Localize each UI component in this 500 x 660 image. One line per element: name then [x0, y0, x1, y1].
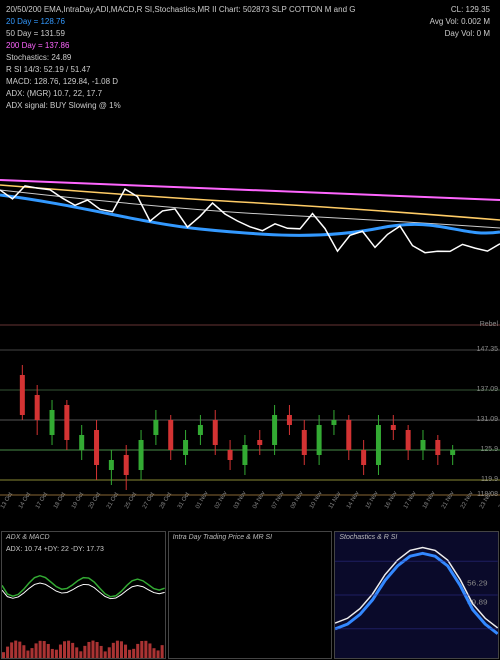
adx-panel-title: ADX & MACD	[6, 534, 50, 541]
intraday-panel-title: Intra Day Trading Price & MR SI	[173, 534, 272, 541]
stochastics-panel: Stochastics & R SI 56.2949.89	[334, 531, 499, 659]
svg-text:56.29: 56.29	[468, 578, 489, 587]
stochastics-line: Stochastics: 24.89	[6, 52, 494, 64]
avg-vol: Avg Vol: 0.002 M	[430, 16, 490, 28]
chart-header: 20/50/200 EMA,IntraDay,ADI,MACD,R SI,Sto…	[0, 0, 500, 110]
price-level-label: 125.9	[480, 446, 498, 453]
header-title: 20/50/200 EMA,IntraDay,ADI,MACD,R SI,Sto…	[6, 4, 494, 16]
adx-line: ADX: (MGR) 10.7, 22, 17.7	[6, 88, 494, 100]
ema50-line: 50 Day = 131.59	[6, 28, 494, 40]
close-price: CL: 129.35	[430, 4, 490, 16]
ema200-line: 200 Day = 137.86	[6, 40, 494, 52]
x-axis: 13 Oct14 Oct17 Oct18 Oct19 Oct20 Oct21 O…	[0, 507, 500, 519]
stoch-panel-title: Stochastics & R SI	[339, 534, 397, 541]
price-level-label: Rebel	[480, 321, 498, 328]
header-right: CL: 129.35 Avg Vol: 0.002 M Day Vol: 0 M	[430, 4, 490, 40]
price-level-label: 147.35	[477, 346, 498, 353]
indicator-panels: ADX & MACD ADX: 10.74 +DY: 22 -DY: 17.73…	[0, 530, 500, 660]
adx-macd-panel: ADX & MACD ADX: 10.74 +DY: 22 -DY: 17.73	[1, 531, 166, 659]
rsi-line: R SI 14/3: 52.19 / 51.47	[6, 64, 494, 76]
day-vol: Day Vol: 0 M	[430, 28, 490, 40]
ema20-line: 20 Day = 128.76	[6, 16, 494, 28]
ema-chart	[0, 160, 500, 280]
price-level-label: 137.09	[477, 386, 498, 393]
adx-signal-line: ADX signal: BUY Slowing @ 1%	[6, 100, 494, 112]
price-level-label: 119.9	[481, 476, 498, 483]
macd-line: MACD: 128.76, 129.84, -1.08 D	[6, 76, 494, 88]
intraday-panel: Intra Day Trading Price & MR SI	[168, 531, 333, 659]
adx-panel-metric: ADX: 10.74 +DY: 22 -DY: 17.73	[6, 546, 104, 553]
candlestick-chart: Rebel147.35137.09131.09125.9119.9118.08 …	[0, 320, 500, 505]
price-level-label: 131.09	[477, 416, 498, 423]
